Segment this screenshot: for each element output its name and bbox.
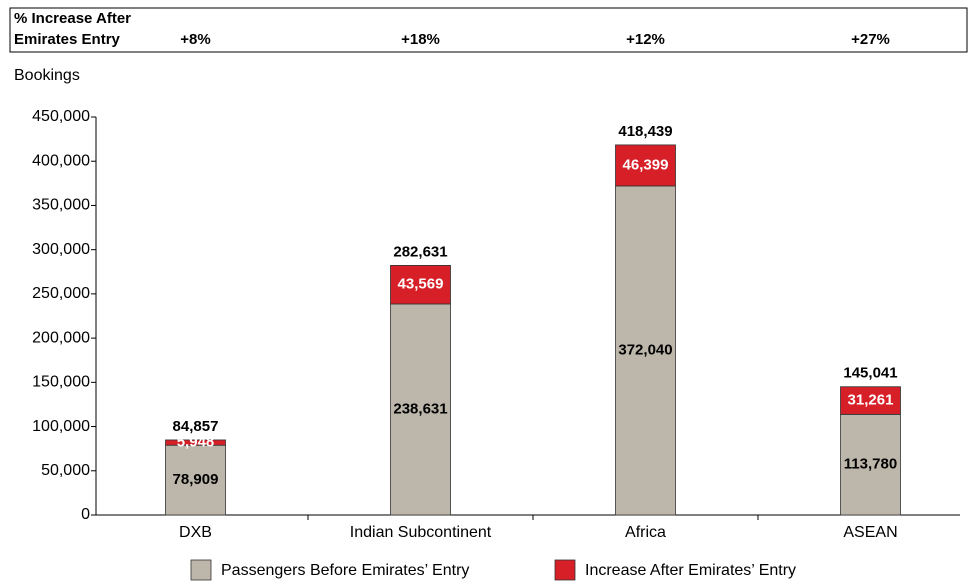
y-tick-label: 50,000 (41, 462, 90, 479)
x-tick-label: Indian Subcontinent (350, 524, 492, 541)
bar-segment (615, 144, 676, 187)
total-label: 145,041 (843, 365, 897, 382)
legend-label: Passengers Before Emirates’ Entry (221, 562, 469, 579)
y-tick-label: 0 (81, 506, 90, 523)
x-tick-label: ASEAN (843, 524, 897, 541)
bar-segment (390, 265, 451, 305)
increase-label: +12% (626, 31, 665, 48)
y-tick-label: 200,000 (32, 329, 90, 346)
header-title: % Increase After (14, 10, 131, 27)
increase-label: +27% (851, 31, 890, 48)
y-tick-label: 100,000 (32, 418, 90, 435)
y-tick-label: 350,000 (32, 197, 90, 214)
header-title: Emirates Entry (14, 31, 121, 48)
legend-swatch (190, 559, 212, 581)
legend-label: Increase After Emirates’ Entry (585, 562, 796, 579)
total-label: 282,631 (393, 243, 447, 260)
value-label: 113,780 (844, 456, 897, 473)
bar-segment (165, 444, 226, 516)
value-label: 78,909 (173, 471, 219, 488)
total-label: 418,439 (618, 123, 672, 140)
increase-label: +18% (401, 31, 440, 48)
y-tick-label: 450,000 (32, 108, 90, 125)
value-label: 43,569 (398, 276, 444, 293)
value-label: 31,261 (848, 392, 894, 409)
value-label: 372,040 (618, 341, 672, 358)
legend-swatch (554, 559, 576, 581)
y-tick-label: 300,000 (32, 241, 90, 258)
bar-segment (165, 439, 226, 446)
value-label: 238,631 (393, 400, 447, 417)
x-tick-label: DXB (179, 524, 212, 541)
bar-segment (840, 413, 901, 516)
y-tick-label: 150,000 (32, 374, 90, 391)
y-tick-label: 400,000 (32, 152, 90, 169)
y-tick-label: 250,000 (32, 285, 90, 302)
bar-segment (615, 185, 676, 516)
bar-segment (840, 386, 901, 415)
bar-segment (390, 303, 451, 516)
value-label: 46,399 (623, 156, 669, 173)
header-box (9, 7, 968, 53)
y-axis-label: Bookings (14, 67, 80, 84)
x-tick-label: Africa (625, 524, 666, 541)
total-label: 84,857 (173, 418, 219, 435)
value-label: 5,948 (177, 434, 215, 451)
increase-label: +8% (180, 31, 210, 48)
